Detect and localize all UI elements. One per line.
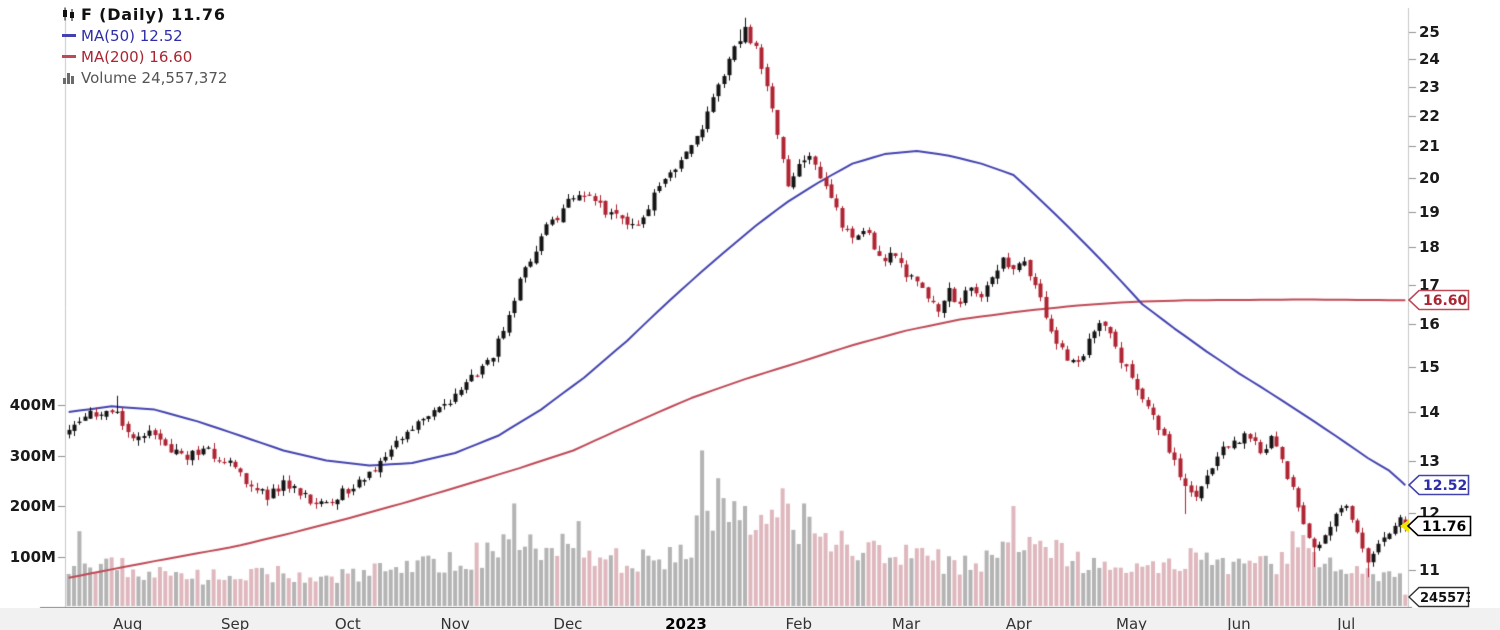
ma50-tag-value: 12.52 xyxy=(1423,478,1467,494)
ma200-price-tag: 16.60 xyxy=(1407,289,1470,311)
price-tick-label: 11 xyxy=(1419,560,1440,579)
price-tick-label: 24 xyxy=(1419,49,1440,68)
month-label: Aug xyxy=(113,615,143,630)
last-price-tag: 11.76 xyxy=(1400,515,1472,537)
price-tick-label: 25 xyxy=(1419,23,1440,41)
month-label: Mar xyxy=(891,615,921,630)
legend-volume-label: Volume 24,557,372 xyxy=(81,68,228,87)
volume-tick-label: 300M xyxy=(9,446,56,465)
volume-bars-icon xyxy=(63,73,74,84)
ma200-tag-shape xyxy=(1407,290,1470,311)
month-label: Oct xyxy=(334,615,361,630)
ma50-tag-shape xyxy=(1407,474,1470,496)
volume-tag: 245573 xyxy=(1407,586,1474,608)
ma50-line-icon xyxy=(62,34,76,37)
chart-legend: F (Daily) 11.76 MA(50) 12.52 MA(200) 16.… xyxy=(62,4,227,88)
month-label: Feb xyxy=(785,615,812,630)
price-tick-label: 18 xyxy=(1419,238,1440,257)
year-label: 2023 xyxy=(665,615,707,630)
legend-symbol-row: F (Daily) 11.76 xyxy=(62,4,227,25)
ma50-price-tag: 12.52 xyxy=(1407,474,1470,496)
legend-volume-row: Volume 24,557,372 xyxy=(62,67,227,88)
ma200-tag-value: 16.60 xyxy=(1423,293,1468,309)
last-tag-value: 11.76 xyxy=(1422,519,1466,535)
month-label: Sep xyxy=(220,615,250,630)
volume-tag-shape xyxy=(1407,586,1470,608)
price-tick-label: 13 xyxy=(1419,451,1440,470)
price-tick-label: 23 xyxy=(1419,77,1440,96)
candlestick-icon xyxy=(63,7,74,21)
price-tick-label: 20 xyxy=(1419,169,1440,188)
legend-ma50-row: MA(50) 12.52 xyxy=(62,25,227,46)
legend-ma50-label: MA(50) 12.52 xyxy=(81,26,183,45)
price-tick-label: 17 xyxy=(1419,275,1440,294)
price-tick-label: 22 xyxy=(1419,106,1440,125)
month-label: May xyxy=(1116,615,1148,630)
legend-symbol-label: F (Daily) 11.76 xyxy=(81,5,226,24)
volume-tick-label: 400M xyxy=(9,396,56,414)
volume-tick-label: 200M xyxy=(9,497,56,515)
last-tag-shape xyxy=(1406,515,1472,537)
legend-ma200-row: MA(200) 16.60 xyxy=(62,46,227,67)
month-label: Apr xyxy=(1005,615,1032,630)
month-label: Nov xyxy=(440,615,470,630)
legend-ma200-label: MA(200) 16.60 xyxy=(81,47,193,66)
price-tick-label: 19 xyxy=(1419,202,1440,221)
volume-tag-value: 245573 xyxy=(1420,591,1470,606)
price-tick-label: 15 xyxy=(1419,357,1440,376)
price-tick-label: 14 xyxy=(1419,402,1440,421)
month-label: Jul xyxy=(1337,615,1356,630)
month-label: Dec xyxy=(553,615,583,630)
month-label: Jun xyxy=(1227,615,1251,630)
price-tick-label: 21 xyxy=(1419,137,1440,156)
time-axis-strip xyxy=(0,608,1500,630)
ma200-line-icon xyxy=(62,55,76,58)
last-price-marker-icon xyxy=(1400,519,1409,533)
price-tick-label: 16 xyxy=(1419,315,1440,334)
volume-tick-label: 100M xyxy=(9,547,56,566)
